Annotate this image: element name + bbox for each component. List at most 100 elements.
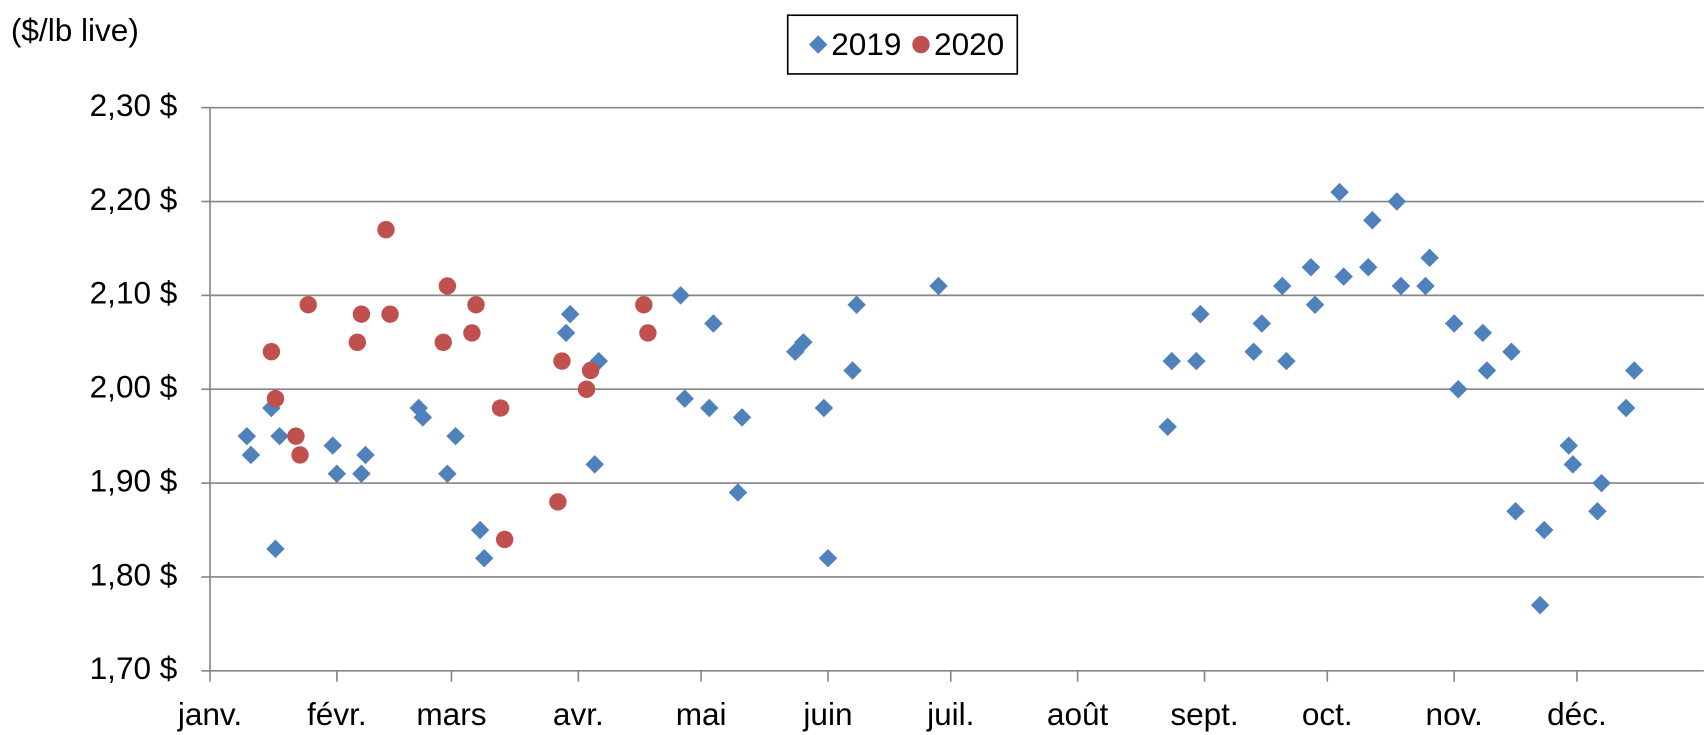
x-tick-label: mai bbox=[676, 696, 727, 732]
point bbox=[266, 389, 285, 408]
point bbox=[1530, 595, 1550, 615]
point bbox=[495, 530, 514, 549]
point bbox=[1305, 295, 1325, 314]
y-tick-label: 2,20 $ bbox=[90, 181, 178, 217]
point bbox=[266, 539, 285, 559]
point bbox=[1477, 361, 1497, 380]
x-tick-label: juil. bbox=[926, 696, 974, 732]
point bbox=[356, 445, 375, 465]
point bbox=[438, 277, 457, 295]
point bbox=[241, 445, 261, 465]
x-tick-label: févr. bbox=[307, 696, 367, 732]
point bbox=[560, 304, 580, 324]
point bbox=[1502, 342, 1521, 361]
x-tick-label: juin bbox=[802, 696, 852, 732]
point bbox=[635, 296, 653, 314]
point bbox=[1563, 455, 1583, 474]
point bbox=[581, 361, 600, 380]
point bbox=[549, 493, 567, 511]
point bbox=[1444, 314, 1464, 333]
legend-marker bbox=[808, 35, 828, 54]
point bbox=[291, 446, 309, 464]
x-tick-label: janv. bbox=[177, 696, 242, 732]
y-tick-label: 1,80 $ bbox=[90, 556, 178, 592]
point bbox=[1158, 417, 1177, 437]
point bbox=[639, 324, 657, 342]
point bbox=[1191, 304, 1210, 324]
point bbox=[1416, 276, 1435, 296]
point bbox=[847, 295, 866, 314]
point bbox=[794, 333, 813, 352]
point bbox=[1358, 257, 1378, 277]
y-tick-label: 2,00 $ bbox=[90, 369, 178, 405]
x-tick-label: avr. bbox=[553, 696, 604, 732]
point bbox=[323, 436, 342, 455]
y-tick-label: 2,10 $ bbox=[90, 275, 178, 311]
point bbox=[577, 380, 596, 398]
point bbox=[438, 464, 457, 483]
point bbox=[1277, 351, 1296, 371]
point bbox=[553, 352, 571, 370]
point bbox=[237, 426, 257, 446]
point bbox=[843, 361, 862, 380]
point bbox=[1616, 398, 1636, 418]
point bbox=[1420, 248, 1439, 268]
x-tick-label: août bbox=[1047, 696, 1109, 732]
point bbox=[585, 455, 604, 474]
y-tick-label: 2,30 $ bbox=[90, 87, 178, 123]
point bbox=[732, 408, 752, 427]
point bbox=[700, 398, 719, 418]
point bbox=[463, 324, 481, 342]
point bbox=[1162, 351, 1182, 371]
legend-label: 2019 bbox=[831, 26, 901, 62]
point bbox=[1534, 520, 1554, 540]
point bbox=[1387, 192, 1407, 211]
point bbox=[1592, 473, 1611, 493]
point bbox=[413, 408, 433, 427]
point bbox=[1473, 323, 1493, 343]
legend: 2019 2020 bbox=[786, 14, 1019, 75]
y-axis-label: ($/lb live) bbox=[11, 12, 139, 48]
point bbox=[467, 296, 485, 314]
point bbox=[270, 426, 289, 446]
point bbox=[1625, 361, 1644, 380]
point bbox=[671, 286, 690, 305]
point bbox=[352, 464, 371, 483]
point bbox=[381, 305, 399, 323]
point bbox=[675, 389, 694, 408]
point bbox=[1301, 257, 1321, 277]
y-tick-label: 1,90 $ bbox=[90, 462, 178, 498]
point bbox=[818, 548, 838, 568]
point bbox=[299, 296, 317, 314]
point bbox=[474, 548, 494, 568]
point bbox=[1252, 314, 1272, 333]
point bbox=[262, 343, 281, 361]
point bbox=[377, 220, 395, 239]
point bbox=[352, 305, 371, 323]
point bbox=[1273, 276, 1292, 296]
point bbox=[1588, 502, 1607, 521]
x-tick-label: oct. bbox=[1302, 696, 1353, 732]
point bbox=[287, 427, 305, 445]
point bbox=[728, 483, 748, 502]
point bbox=[348, 333, 367, 352]
point bbox=[1187, 351, 1206, 371]
legend-marker bbox=[912, 35, 930, 54]
point bbox=[1391, 276, 1411, 296]
point bbox=[434, 333, 452, 352]
point bbox=[1363, 211, 1382, 230]
point bbox=[327, 464, 347, 483]
point bbox=[1506, 502, 1525, 521]
point bbox=[1244, 342, 1263, 361]
point bbox=[1334, 267, 1353, 286]
x-tick-label: déc. bbox=[1547, 696, 1607, 732]
point bbox=[814, 398, 834, 418]
point bbox=[491, 399, 510, 417]
point bbox=[1449, 380, 1468, 399]
x-tick-label: nov. bbox=[1426, 696, 1483, 732]
point bbox=[929, 276, 948, 296]
point bbox=[446, 426, 465, 446]
legend-label: 2020 bbox=[934, 26, 1004, 62]
point bbox=[704, 314, 723, 333]
